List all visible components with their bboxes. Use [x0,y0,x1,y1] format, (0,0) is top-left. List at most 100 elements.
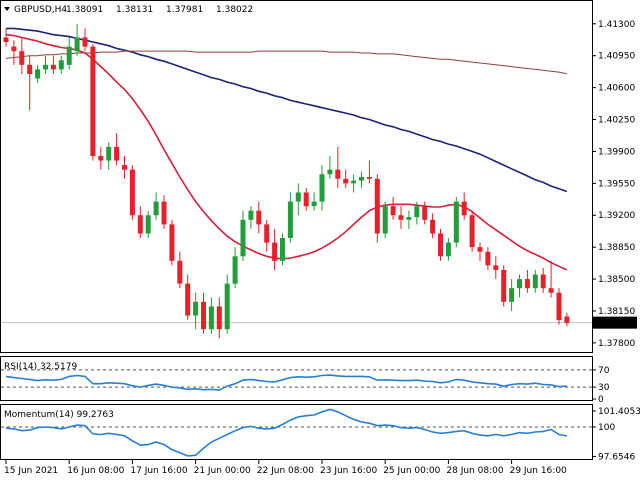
candle-body [517,279,522,289]
price-tick-label: 1.38500 [598,275,635,285]
rsi-header: RSI(14) 32.5179 [4,362,77,372]
high-value: 1.38131 [116,5,153,15]
axis-tick-label: 97.6546 [598,452,635,462]
candle [414,201,420,225]
candle [351,174,357,193]
candle-body [509,288,515,302]
candle [382,201,388,239]
candle [114,133,120,166]
candle-body [27,64,33,74]
price-tick-label: 1.38150 [598,307,635,317]
time-tick-label: 17 Jun 16:00 [130,466,187,476]
candle-body [445,242,451,257]
candle [319,165,325,211]
candle [201,292,206,334]
candle [501,265,507,307]
candle [532,269,538,293]
candle-body [548,288,554,293]
candle-body [382,206,388,234]
candle [517,274,522,298]
candle [98,146,104,170]
candle [19,37,25,74]
candle [477,242,483,261]
candle-body [19,51,25,65]
collapse-triangle-icon[interactable] [4,7,10,11]
time-tick-label: 22 Jun 08:00 [257,466,314,476]
candle [232,247,238,289]
candle-body [461,201,467,216]
candle-body [406,217,412,220]
time-tick-label: 15 Jun 2021 [4,466,58,476]
candle-body [390,206,396,216]
candle-body [122,165,127,170]
candle [485,247,491,270]
candle-body [438,233,443,257]
close-value: 1.38022 [216,5,253,15]
candle [169,219,175,266]
candle-body [35,69,41,79]
price-axis: 1.41300 1.40950 1.40600 1.40250 1.39900 1.395… [592,20,635,349]
axis-tick-label: 70 [598,366,610,376]
candle-body [177,260,183,284]
candle-body [201,301,206,330]
current-price-tag: 1.38022 [593,316,637,329]
current-price-box [593,316,637,329]
open-value: 1.38091 [66,5,103,15]
candle [430,213,436,239]
moving-average-layer [5,27,568,271]
candle-body [208,306,214,330]
price-tick-label: 1.40950 [598,52,635,62]
candle-body [256,210,262,225]
candle [74,23,80,56]
candle-body [366,176,372,179]
candle [295,183,301,216]
candle [493,256,499,280]
candle-body [129,169,135,216]
candle-body [50,64,56,70]
candle [509,279,515,311]
time-tick-label: 28 Jun 08:00 [446,466,503,476]
candle [564,312,570,327]
candle-body [82,37,88,47]
axis-tick-label: 100 [598,423,615,433]
price-tick-label: 1.39900 [598,147,635,157]
candle-body [137,215,143,234]
price-tick-label: 1.39550 [598,179,635,189]
ma-fast-line [5,33,568,271]
candle [359,171,364,188]
rsi-level-lines [1,369,592,388]
time-tick-label: 25 Jun 00:00 [383,466,440,476]
candle [58,55,64,74]
candle [287,192,293,243]
momentum-line [5,408,568,457]
candle-body [524,279,530,289]
candle [11,40,17,65]
candle-body [359,176,364,181]
rsi-panel: 70 30 0 RSI(14) 32.5179 [0,356,610,405]
candle [248,206,254,229]
momentum-panel-frame [0,404,593,460]
candle [390,197,396,220]
candle [27,55,33,111]
candle [335,146,341,188]
candle [90,43,96,161]
time-tick-label: 21 Jun 00:00 [194,466,251,476]
price-tick-label: 1.38850 [598,243,635,253]
momentum-header: Momentum(14) 99.2763 [4,410,114,420]
candle-body [216,306,222,330]
candle-body [3,37,9,43]
candle [3,28,9,47]
candle [445,238,451,261]
candle [422,201,428,225]
ma-mid-line [6,27,568,193]
candle [82,28,88,52]
candle [264,219,270,252]
price-tick-label: 1.40250 [598,116,635,126]
candle-body [398,215,404,220]
candle-body [90,46,96,156]
time-axis: 15 Jun 2021 16 Jun 08:00 17 Jun 16:00 21 Ju… [4,460,567,476]
candle [216,297,222,339]
candle-body [469,215,475,248]
symbol-label: GBPUSD,H4 [14,5,67,15]
